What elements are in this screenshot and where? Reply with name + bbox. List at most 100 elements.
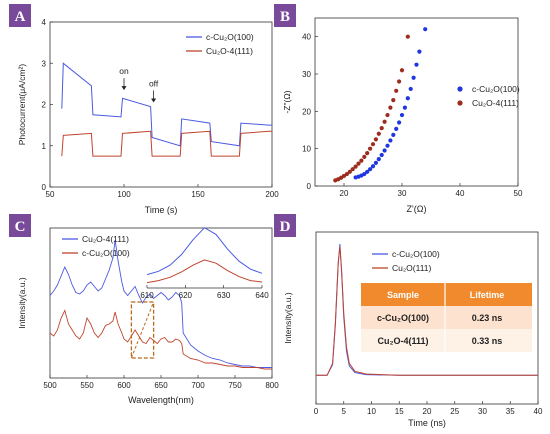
legend-label: Cu₂O(111) bbox=[392, 263, 432, 273]
scatter-point bbox=[368, 167, 373, 172]
panel-badge-d: D bbox=[274, 214, 296, 237]
scatter-point bbox=[414, 62, 419, 67]
scatter-point bbox=[379, 152, 384, 158]
x-tick-label: 40 bbox=[456, 189, 465, 198]
panel-badge-a: A bbox=[9, 4, 31, 27]
table-cell: c-Cu₂O(100) bbox=[377, 313, 429, 323]
scatter-point bbox=[353, 164, 358, 169]
legend-label: Cu₂O-4(111) bbox=[206, 46, 253, 56]
plot-frame-b bbox=[314, 17, 519, 187]
panel-c: 500 550 600 650 700 750 800 Wavelength(nm) Inten… bbox=[17, 227, 279, 405]
scatter-point bbox=[394, 126, 399, 131]
table-header-bg bbox=[361, 283, 532, 306]
x-tick-label: 750 bbox=[228, 381, 242, 390]
x-tick-label: 35 bbox=[506, 407, 515, 416]
x-tick-label: 20 bbox=[423, 407, 432, 416]
scatter-point bbox=[359, 158, 364, 163]
x-axis-label: Z'(Ω) bbox=[407, 204, 427, 214]
scatter-point bbox=[402, 105, 407, 110]
legend-label: c-Cu₂O(100) bbox=[206, 32, 254, 42]
y-axis-label: Intensity(a.u.) bbox=[17, 277, 27, 329]
panel-badge-c: C bbox=[9, 214, 31, 237]
badge-label: A bbox=[15, 9, 26, 25]
annotation-off: off bbox=[149, 78, 159, 88]
scatter-point bbox=[399, 112, 405, 118]
x-tick-label: 800 bbox=[265, 381, 279, 390]
panel-a: 50 100 150 200 0 1 2 3 4 Time (s) Photocurrent(μA/… bbox=[17, 18, 279, 215]
scatter-point bbox=[391, 132, 396, 137]
inset-tick-label: 630 bbox=[217, 291, 231, 300]
scatter-point bbox=[373, 137, 378, 142]
badge-bg bbox=[274, 214, 296, 237]
scatter-point bbox=[368, 146, 373, 151]
scatter-point bbox=[344, 171, 349, 177]
badge-label: B bbox=[280, 9, 290, 25]
scatter-point bbox=[397, 120, 402, 125]
scatter-point bbox=[388, 138, 393, 143]
scatter-point bbox=[376, 157, 381, 162]
scatter-point bbox=[394, 88, 399, 93]
annotation-on: on bbox=[119, 66, 129, 76]
y-tick-label: 20 bbox=[302, 107, 311, 116]
scatter-point bbox=[385, 143, 390, 148]
x-axis-label: Time (s) bbox=[145, 205, 178, 215]
badge-bg bbox=[274, 4, 296, 27]
x-tick-label: 700 bbox=[191, 381, 205, 390]
inset-series-line bbox=[146, 259, 263, 284]
scatter-point bbox=[362, 154, 367, 159]
legend-label: Cu₂O-4(111) bbox=[82, 234, 129, 244]
legend-marker bbox=[457, 100, 463, 106]
x-tick-label: 40 bbox=[534, 407, 543, 416]
scatter-point bbox=[385, 112, 390, 118]
x-axis-label: Time (ns) bbox=[408, 418, 446, 428]
y-axis-label: -Z"(Ω) bbox=[282, 90, 292, 113]
x-tick-label: 50 bbox=[46, 190, 55, 199]
badge-bg bbox=[9, 4, 31, 27]
badge-label: C bbox=[15, 219, 26, 235]
y-tick-label: 10 bbox=[302, 145, 311, 154]
x-tick-label: 15 bbox=[395, 407, 404, 416]
table-row-bg bbox=[361, 329, 532, 352]
scatter-point bbox=[405, 34, 410, 39]
x-tick-label: 500 bbox=[43, 381, 57, 390]
x-tick-label: 30 bbox=[398, 189, 407, 198]
x-tick-label: 150 bbox=[191, 190, 205, 199]
scatter-point bbox=[365, 169, 370, 174]
legend-marker bbox=[457, 86, 463, 92]
y-tick-label: 0 bbox=[307, 182, 312, 191]
x-tick-label: 200 bbox=[265, 190, 279, 199]
x-tick-label: 50 bbox=[514, 189, 523, 198]
y-tick-label: 1 bbox=[42, 142, 47, 151]
y-tick-label: 30 bbox=[302, 70, 311, 79]
scatter-point bbox=[388, 105, 393, 110]
table-cell: 0.23 ns bbox=[472, 313, 503, 323]
inset-highlight-box bbox=[130, 301, 155, 359]
scatter-point bbox=[411, 75, 416, 80]
scatter-point bbox=[350, 167, 355, 172]
scatter-point bbox=[373, 160, 378, 165]
panel-b: 20 30 40 50 0 10 20 30 40 Z'(Ω) -Z"(Ω) c-Cu₂O(100) C… bbox=[282, 17, 523, 214]
scatter-point bbox=[417, 49, 422, 54]
legend-label: Cu₂O-4(111) bbox=[472, 98, 519, 108]
badge-bg bbox=[9, 214, 31, 237]
scatter-point bbox=[370, 164, 376, 169]
annotation-arrowhead bbox=[151, 98, 157, 103]
series-line bbox=[61, 62, 272, 147]
x-axis-label: Wavelength(nm) bbox=[128, 395, 194, 405]
series-line bbox=[61, 130, 272, 157]
legend-label: c-Cu₂O(100) bbox=[472, 84, 520, 94]
legend-label: c-Cu₂O(100) bbox=[82, 248, 130, 258]
scatter-point bbox=[365, 151, 370, 156]
scatter-point bbox=[370, 142, 376, 147]
y-axis-label: Intensity(a.u.) bbox=[283, 292, 293, 344]
table-cell: 0.33 ns bbox=[472, 336, 503, 346]
scatter-point bbox=[382, 119, 387, 124]
scatter-point bbox=[391, 98, 396, 103]
y-tick-label: 40 bbox=[302, 33, 311, 42]
panel-badge-b: B bbox=[274, 4, 296, 27]
scatter-point bbox=[379, 126, 384, 131]
x-tick-label: 100 bbox=[117, 190, 131, 199]
panel-d: 0 5 10 15 20 25 30 35 40 Time (ns) Intensity(a.u.)… bbox=[283, 231, 543, 428]
lifetime-table: Sample Lifetime c-Cu₂O(100) 0.23 ns Cu₂O-4(1… bbox=[361, 283, 532, 352]
